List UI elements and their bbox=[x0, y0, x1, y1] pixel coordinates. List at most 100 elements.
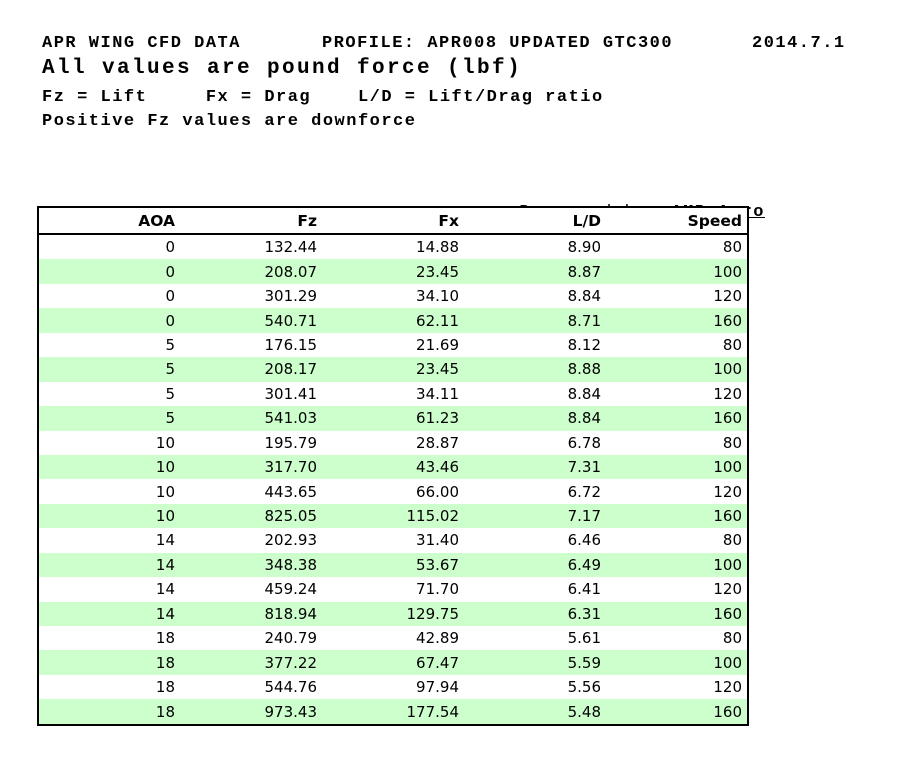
table-cell: 544.76 bbox=[264, 678, 318, 697]
table-cell: 115.02 bbox=[406, 507, 460, 526]
column-header-ld: L/D bbox=[464, 207, 606, 235]
table-cell: 5.48 bbox=[567, 702, 601, 721]
table-cell: 62.11 bbox=[416, 311, 459, 330]
table-row: 18 544.76 97.94 5.56 120 bbox=[38, 674, 748, 700]
table-cell: 202.93 bbox=[264, 531, 318, 550]
table-row: 5 176.15 21.69 8.12 80 bbox=[38, 332, 748, 358]
table-cell: 42.89 bbox=[416, 629, 459, 648]
table-cell: 443.65 bbox=[264, 482, 318, 501]
table-cell: 0 bbox=[165, 262, 175, 281]
table-cell: 177.54 bbox=[406, 702, 460, 721]
table-row: 0 208.07 23.45 8.87 100 bbox=[38, 259, 748, 284]
table-row: 14 818.94 129.75 6.31 160 bbox=[38, 601, 748, 626]
table-cell: 80 bbox=[722, 433, 742, 452]
table-cell: 8.71 bbox=[567, 311, 601, 330]
table-cell: 160 bbox=[713, 311, 742, 330]
table-body: 0 132.44 14.88 8.90 80 0 208.07 23.45 8.87 100 0 30… bbox=[38, 234, 748, 725]
cfd-data-table: AOA Fz Fx L/D Speed 0 132.44 14.88 8.90 80 0 2… bbox=[37, 206, 749, 726]
table-cell: 8.84 bbox=[567, 287, 601, 306]
table-cell: 23.45 bbox=[416, 360, 459, 379]
table-cell: 53.67 bbox=[416, 555, 459, 574]
table-cell: 301.29 bbox=[264, 287, 318, 306]
table-cell: 100 bbox=[713, 458, 742, 477]
table-cell: 973.43 bbox=[264, 702, 318, 721]
table-cell: 8.12 bbox=[567, 335, 601, 354]
table-cell: 100 bbox=[713, 555, 742, 574]
table-cell: 100 bbox=[713, 360, 742, 379]
table-cell: 8.84 bbox=[567, 409, 601, 428]
table-cell: 97.94 bbox=[416, 678, 459, 697]
table-header: AOA Fz Fx L/D Speed bbox=[38, 207, 748, 235]
table-cell: 34.11 bbox=[416, 384, 459, 403]
table-cell: 5 bbox=[165, 360, 175, 379]
table-row: 0 540.71 62.11 8.71 160 bbox=[38, 308, 748, 333]
table-cell: 195.79 bbox=[264, 433, 318, 452]
table-row: 10 825.05 115.02 7.17 160 bbox=[38, 503, 748, 529]
table-cell: 80 bbox=[722, 629, 742, 648]
table-cell: 541.03 bbox=[264, 409, 318, 428]
table-cell: 160 bbox=[713, 702, 742, 721]
table-cell: 61.23 bbox=[416, 409, 459, 428]
table-cell: 28.87 bbox=[416, 433, 459, 452]
table-cell: 120 bbox=[713, 678, 742, 697]
table-cell: 34.10 bbox=[416, 287, 459, 306]
table-cell: 8.88 bbox=[567, 360, 601, 379]
table-cell: 160 bbox=[713, 507, 742, 526]
table-cell: 132.44 bbox=[264, 238, 318, 257]
table-row: 5 208.17 23.45 8.88 100 bbox=[38, 357, 748, 382]
cfd-table-container: AOA Fz Fx L/D Speed 0 132.44 14.88 8.90 80 0 2… bbox=[37, 206, 749, 726]
table-cell: 5.56 bbox=[567, 678, 601, 697]
table-cell: 18 bbox=[155, 702, 175, 721]
table-cell: 129.75 bbox=[406, 604, 460, 623]
table-cell: 80 bbox=[722, 335, 742, 354]
table-cell: 160 bbox=[713, 604, 742, 623]
table-cell: 6.46 bbox=[567, 531, 601, 550]
table-cell: 176.15 bbox=[264, 335, 318, 354]
table-cell: 160 bbox=[713, 409, 742, 428]
table-cell: 8.84 bbox=[567, 384, 601, 403]
table-cell: 8.90 bbox=[567, 238, 601, 257]
table-cell: 10 bbox=[155, 482, 175, 501]
table-cell: 120 bbox=[713, 580, 742, 599]
sheet-date: 2014.7.1 bbox=[752, 34, 846, 53]
table-header-row: AOA Fz Fx L/D Speed bbox=[38, 207, 748, 235]
table-cell: 317.70 bbox=[264, 458, 318, 477]
table-cell: 0 bbox=[165, 238, 175, 257]
table-cell: 8.87 bbox=[567, 262, 601, 281]
table-cell: 5 bbox=[165, 335, 175, 354]
table-cell: 5 bbox=[165, 384, 175, 403]
table-row: 10 317.70 43.46 7.31 100 bbox=[38, 454, 748, 480]
table-row: 0 132.44 14.88 8.90 80 bbox=[38, 234, 748, 260]
table-cell: 7.17 bbox=[567, 507, 601, 526]
table-row: 0 301.29 34.10 8.84 120 bbox=[38, 283, 748, 309]
table-cell: 818.94 bbox=[264, 604, 318, 623]
table-cell: 14 bbox=[155, 531, 175, 550]
table-cell: 377.22 bbox=[264, 653, 318, 672]
table-cell: 66.00 bbox=[416, 482, 459, 501]
table-cell: 21.69 bbox=[416, 335, 459, 354]
table-cell: 120 bbox=[713, 482, 742, 501]
table-row: 14 202.93 31.40 6.46 80 bbox=[38, 528, 748, 553]
legend-line: Fz = Lift Fx = Drag L/D = Lift/Drag rati… bbox=[42, 88, 604, 107]
table-cell: 10 bbox=[155, 433, 175, 452]
table-cell: 459.24 bbox=[264, 580, 318, 599]
table-cell: 5 bbox=[165, 409, 175, 428]
table-cell: 120 bbox=[713, 384, 742, 403]
table-cell: 7.31 bbox=[567, 458, 601, 477]
table-cell: 14 bbox=[155, 555, 175, 574]
table-cell: 301.41 bbox=[264, 384, 318, 403]
table-cell: 208.07 bbox=[264, 262, 318, 281]
table-cell: 14 bbox=[155, 604, 175, 623]
table-cell: 6.31 bbox=[567, 604, 601, 623]
table-cell: 10 bbox=[155, 458, 175, 477]
table-cell: 0 bbox=[165, 311, 175, 330]
table-cell: 14.88 bbox=[416, 238, 459, 257]
table-row: 14 348.38 53.67 6.49 100 bbox=[38, 552, 748, 578]
table-cell: 43.46 bbox=[416, 458, 459, 477]
column-header-fz: Fz bbox=[180, 207, 322, 235]
table-row: 10 195.79 28.87 6.78 80 bbox=[38, 430, 748, 455]
table-row: 18 377.22 67.47 5.59 100 bbox=[38, 650, 748, 675]
table-cell: 71.70 bbox=[416, 580, 459, 599]
units-subtitle: All values are pound force (lbf) bbox=[42, 57, 523, 80]
table-cell: 100 bbox=[713, 262, 742, 281]
